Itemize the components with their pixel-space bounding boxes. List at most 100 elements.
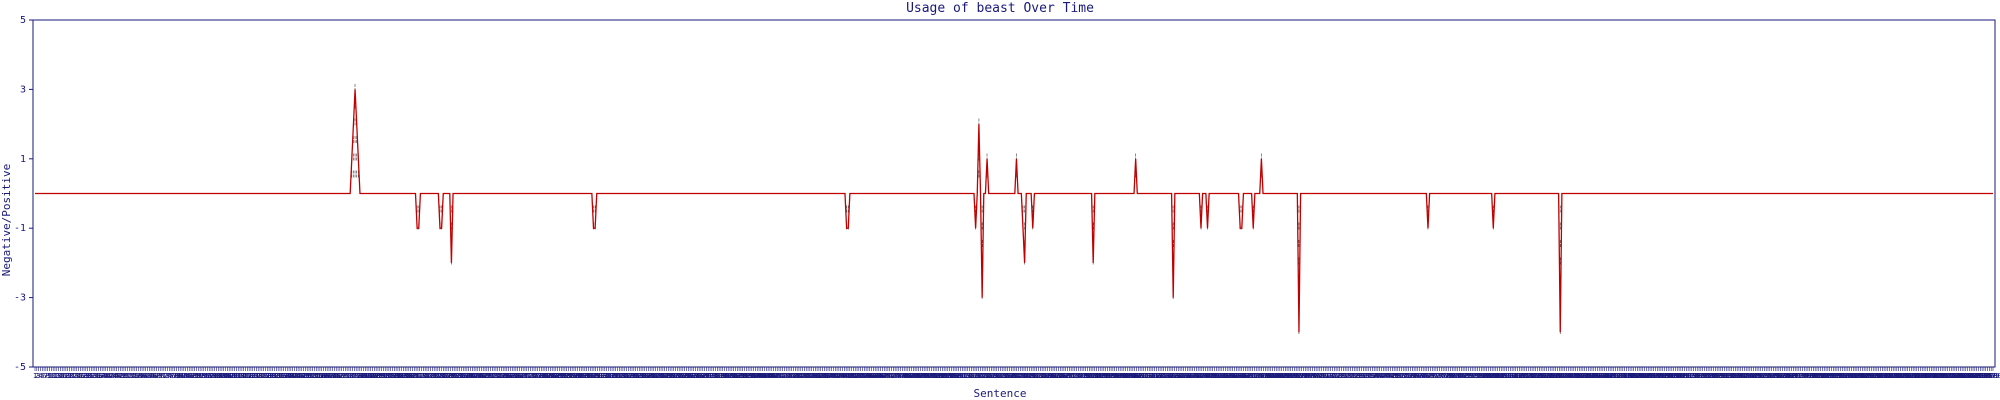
x-tick-label: 206	[401, 372, 414, 380]
x-tick-label: 623	[1157, 372, 1170, 380]
y-axis-label: Negative/Positive	[0, 164, 13, 277]
x-tick-label: 890	[1642, 372, 1655, 380]
x-tick-label: 10	[47, 372, 55, 380]
x-tick-label: 234	[451, 372, 464, 380]
x-tick-label: 94	[200, 372, 208, 380]
x-tick-label: 656	[1217, 372, 1230, 380]
x-tick-label: 248	[477, 372, 490, 380]
x-tick-label: 469	[878, 372, 891, 380]
x-tick-label: 908	[1675, 372, 1688, 380]
x-tick-label: 613	[1139, 372, 1152, 380]
x-tick-label: 754	[1395, 372, 1408, 380]
x-tick-label: 319	[606, 372, 619, 380]
x-tick-label: 669	[1241, 372, 1254, 380]
x-tick-label: 841	[1553, 372, 1566, 380]
x-tick-label: 1010	[1858, 372, 1875, 380]
x-tick-label: 703	[1303, 372, 1316, 380]
x-tick-label: 840	[1551, 372, 1564, 380]
x-tick-label: 552	[1029, 372, 1042, 380]
sentence-glyph: ¦	[1259, 152, 1264, 161]
x-tick-label: 551	[1027, 372, 1040, 380]
x-tick-label: 542	[1010, 372, 1023, 380]
x-tick-label: 218	[422, 372, 435, 380]
x-tick-label: 918	[1693, 372, 1706, 380]
x-tick-label: 337	[638, 372, 651, 380]
x-tick-label: 693	[1284, 372, 1297, 380]
x-tick-label: 11	[49, 372, 57, 380]
x-tick-label: 774	[1431, 372, 1444, 380]
x-tick-label: 566	[1054, 372, 1067, 380]
x-tick-label: 32	[87, 372, 95, 380]
x-tick-label: 678	[1257, 372, 1270, 380]
x-tick-label: 273	[522, 372, 535, 380]
x-tick-label: 482	[902, 372, 915, 380]
x-tick-label: 82	[178, 372, 186, 380]
x-tick-label: 136	[274, 372, 287, 380]
x-tick-label: 1017	[1870, 372, 1887, 380]
x-tick-label: 495	[925, 372, 938, 380]
x-tick-label: 99	[209, 372, 217, 380]
x-tick-label: 920	[1696, 372, 1709, 380]
x-tick-label: 476	[891, 372, 904, 380]
x-tick-label: 1069	[1965, 372, 1982, 380]
x-tick-label: 63	[143, 372, 151, 380]
x-tick-label: 148	[295, 372, 308, 380]
x-tick-label: 57	[132, 372, 140, 380]
x-tick-label: 370	[698, 372, 711, 380]
x-tick-label: 368	[695, 372, 708, 380]
x-tick-label: 1023	[1881, 372, 1898, 380]
x-tick-label: 900	[1660, 372, 1673, 380]
x-tick-label: 391	[736, 372, 749, 380]
x-tick-label: 970	[1787, 372, 1800, 380]
x-tick-label: 130	[263, 372, 276, 380]
x-tick-label: 1029	[1892, 372, 1909, 380]
x-tick-label: 965	[1778, 372, 1791, 380]
x-tick-label: 514	[960, 372, 973, 380]
x-tick-label: 66	[149, 372, 157, 380]
x-tick-label: 796	[1471, 372, 1484, 380]
x-tick-label: 436	[818, 372, 831, 380]
x-tick-label: 402	[756, 372, 769, 380]
x-tick-label: 279	[533, 372, 546, 380]
x-tick-label: 39	[100, 372, 108, 380]
x-tick-label: 499	[932, 372, 945, 380]
x-tick-label: 471	[882, 372, 895, 380]
x-tick-label: 278	[531, 372, 544, 380]
x-tick-label: 790	[1460, 372, 1473, 380]
x-tick-label: 843	[1557, 372, 1570, 380]
x-tick-label: 889	[1640, 372, 1653, 380]
x-tick-label: 971	[1789, 372, 1802, 380]
x-tick-label: 897	[1655, 372, 1668, 380]
x-tick-label: 745	[1379, 372, 1392, 380]
x-tick-label: 631	[1172, 372, 1185, 380]
x-tick-label: 919	[1695, 372, 1708, 380]
x-tick-label: 857	[1582, 372, 1595, 380]
x-tick-label: 744	[1377, 372, 1390, 380]
x-tick-label: 40	[102, 372, 110, 380]
x-tick-label: 85	[183, 372, 191, 380]
x-tick-label: 949	[1749, 372, 1762, 380]
x-tick-label: 675	[1252, 372, 1265, 380]
sentence-glyph: ¦	[353, 117, 358, 126]
x-tick-label: 868	[1602, 372, 1615, 380]
x-tick-label: 5	[40, 372, 44, 380]
x-tick-label: 138	[277, 372, 290, 380]
x-tick-label: 377	[711, 372, 724, 380]
sentence-glyph: ¦	[449, 221, 454, 230]
x-tick-label: 1040	[1912, 372, 1929, 380]
x-tick-label: 433	[813, 372, 826, 380]
x-tick-label: 752	[1391, 372, 1404, 380]
x-tick-label: 334	[633, 372, 646, 380]
x-tick-label: 886	[1635, 372, 1648, 380]
sentence-glyph: ¦	[1251, 204, 1256, 213]
x-tick-label: 979	[1803, 372, 1816, 380]
sentence-glyph: ¦	[985, 169, 990, 178]
sentence-glyph: ¦	[973, 204, 978, 213]
x-tick-label: 385	[725, 372, 738, 380]
x-tick-label: 199	[388, 372, 401, 380]
x-tick-label: 936	[1725, 372, 1738, 380]
x-tick-label: 357	[675, 372, 688, 380]
x-tick-label: 16	[58, 372, 66, 380]
x-tick-label: 444	[833, 372, 846, 380]
x-tick-label: 213	[413, 372, 426, 380]
